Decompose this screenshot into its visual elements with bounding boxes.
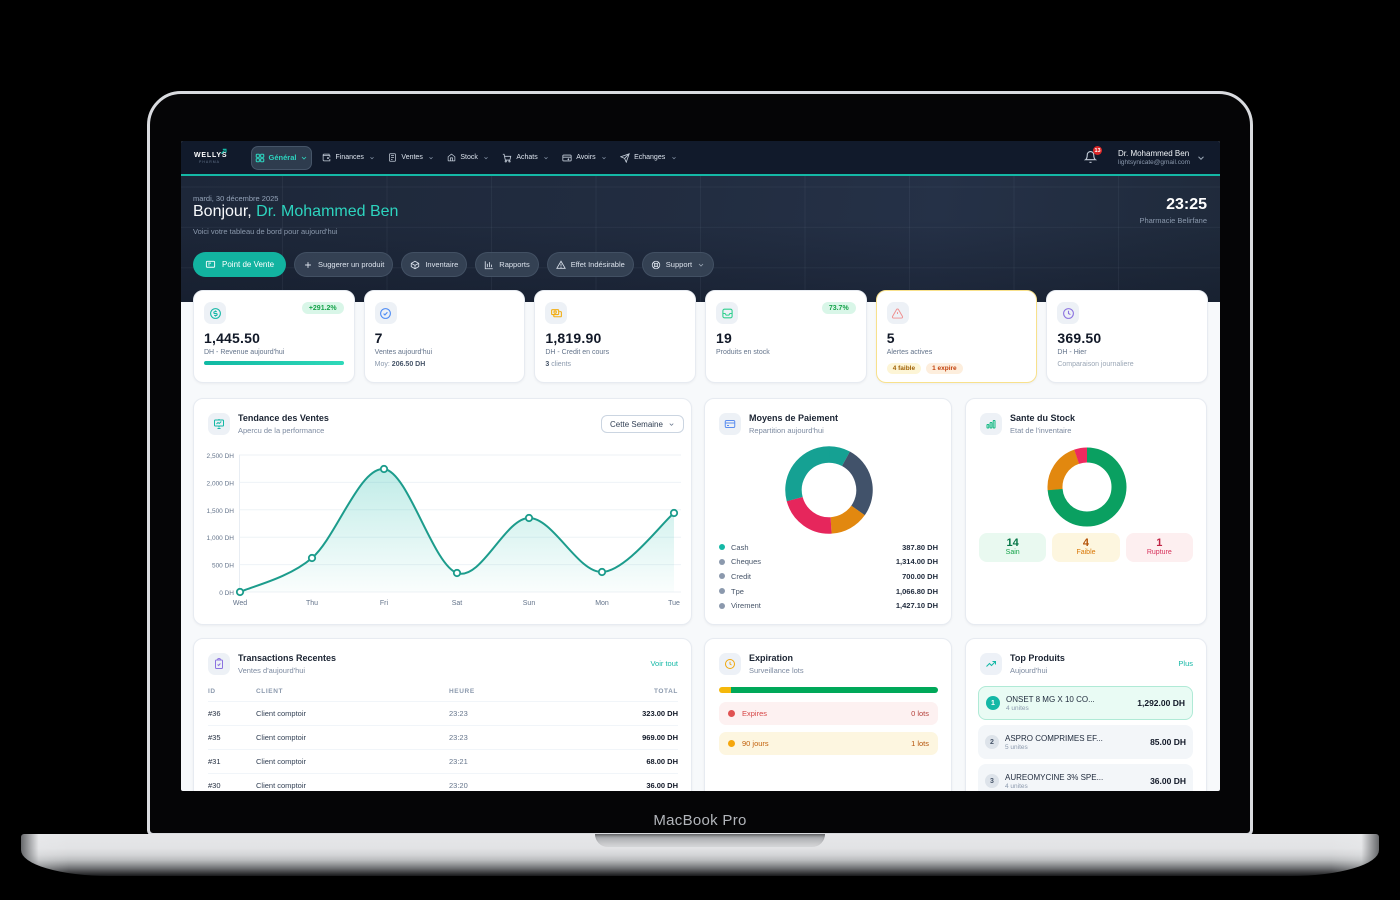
svg-text:Mon: Mon: [595, 600, 609, 607]
svg-text:Sun: Sun: [523, 600, 536, 607]
svg-text:Thu: Thu: [306, 600, 318, 607]
svg-text:Fri: Fri: [380, 600, 389, 607]
svg-text:1,500 DH: 1,500 DH: [207, 508, 235, 515]
svg-text:Tue: Tue: [668, 600, 680, 607]
svg-text:1,000 DH: 1,000 DH: [207, 535, 235, 542]
svg-text:2,000 DH: 2,000 DH: [207, 480, 235, 487]
svg-text:500 DH: 500 DH: [212, 563, 234, 570]
svg-text:Sat: Sat: [452, 600, 463, 607]
svg-text:Wed: Wed: [233, 600, 247, 607]
svg-text:2,500 DH: 2,500 DH: [207, 453, 235, 460]
svg-text:0 DH: 0 DH: [219, 590, 234, 597]
